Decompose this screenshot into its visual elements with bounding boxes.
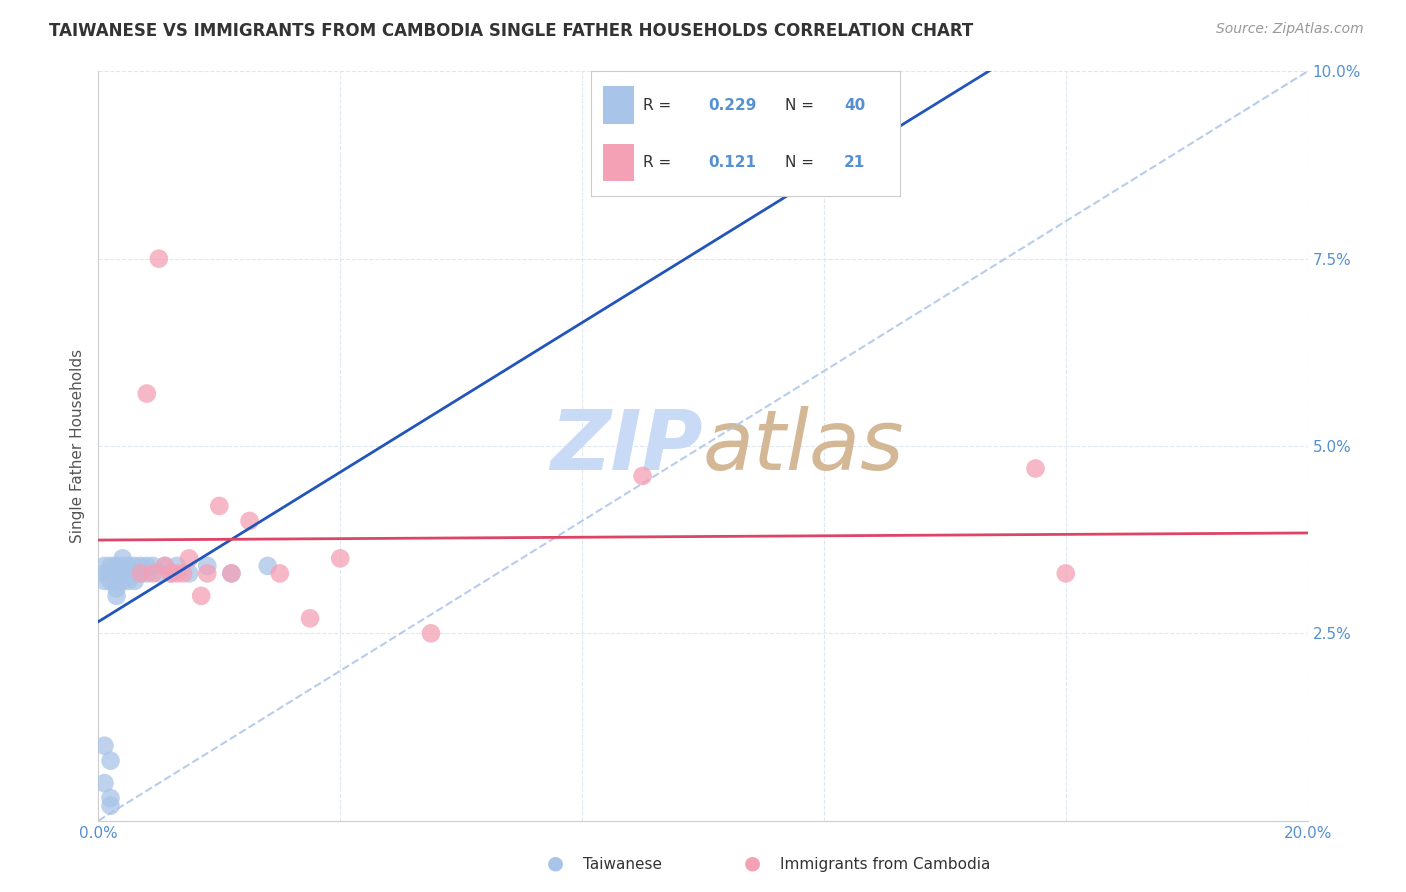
Point: [124, 558, 146, 573]
Point: [256, 558, 278, 573]
Point: [1054, 566, 1077, 581]
Point: [179, 566, 201, 581]
Point: [118, 558, 141, 573]
Text: R =: R =: [643, 97, 676, 112]
Point: [1024, 461, 1046, 475]
Point: [148, 566, 170, 581]
Point: [195, 558, 218, 573]
Point: [93, 574, 115, 588]
Point: [100, 558, 122, 573]
Y-axis label: Single Father Households: Single Father Households: [69, 349, 84, 543]
Text: ZIP: ZIP: [550, 406, 703, 486]
Point: [118, 574, 141, 588]
Point: [160, 566, 183, 581]
Point: [93, 739, 115, 753]
Point: [299, 611, 322, 625]
Text: TAIWANESE VS IMMIGRANTS FROM CAMBODIA SINGLE FATHER HOUSEHOLDS CORRELATION CHART: TAIWANESE VS IMMIGRANTS FROM CAMBODIA SI…: [49, 22, 973, 40]
Point: [179, 551, 201, 566]
Text: N =: N =: [786, 155, 820, 170]
Point: [142, 558, 165, 573]
Text: ●: ●: [547, 854, 564, 872]
Point: [105, 582, 128, 596]
Text: 0.121: 0.121: [709, 155, 756, 170]
Bar: [603, 87, 634, 124]
Point: [100, 574, 122, 588]
Text: Taiwanese: Taiwanese: [583, 857, 662, 872]
Point: [153, 558, 176, 573]
Point: [105, 558, 128, 573]
Text: Immigrants from Cambodia: Immigrants from Cambodia: [780, 857, 991, 872]
Point: [166, 558, 188, 573]
Point: [111, 551, 134, 566]
Point: [631, 469, 654, 483]
Point: [100, 791, 122, 805]
Text: N =: N =: [786, 97, 820, 112]
Point: [93, 558, 115, 573]
Point: [124, 566, 146, 581]
Point: [118, 566, 141, 581]
Point: [111, 558, 134, 573]
Text: 40: 40: [844, 97, 866, 112]
Point: [420, 626, 443, 640]
Point: [111, 574, 134, 588]
Point: [135, 558, 157, 573]
Point: [105, 589, 128, 603]
Point: [166, 566, 188, 581]
Point: [329, 551, 352, 566]
Point: [221, 566, 243, 581]
Point: [100, 798, 122, 813]
Point: [135, 386, 157, 401]
Point: [124, 574, 146, 588]
Bar: [603, 144, 634, 181]
Point: [135, 566, 157, 581]
Point: [239, 514, 262, 528]
Point: [221, 566, 243, 581]
Point: [160, 566, 183, 581]
Point: [111, 566, 134, 581]
Point: [100, 754, 122, 768]
Point: [93, 776, 115, 790]
Point: [129, 566, 152, 581]
Point: [129, 566, 152, 581]
Text: 0.229: 0.229: [709, 97, 756, 112]
Point: [105, 558, 128, 573]
Point: [190, 589, 212, 603]
Point: [153, 558, 176, 573]
Point: [142, 566, 165, 581]
Text: ●: ●: [744, 854, 761, 872]
Text: R =: R =: [643, 155, 676, 170]
Point: [105, 566, 128, 581]
Point: [129, 558, 152, 573]
Point: [100, 566, 122, 581]
Text: Source: ZipAtlas.com: Source: ZipAtlas.com: [1216, 22, 1364, 37]
Text: atlas: atlas: [703, 406, 904, 486]
Text: 21: 21: [844, 155, 866, 170]
Point: [269, 566, 291, 581]
Point: [195, 566, 218, 581]
Point: [105, 574, 128, 588]
Point: [208, 499, 231, 513]
Point: [93, 566, 115, 581]
Point: [148, 252, 170, 266]
Point: [172, 566, 194, 581]
